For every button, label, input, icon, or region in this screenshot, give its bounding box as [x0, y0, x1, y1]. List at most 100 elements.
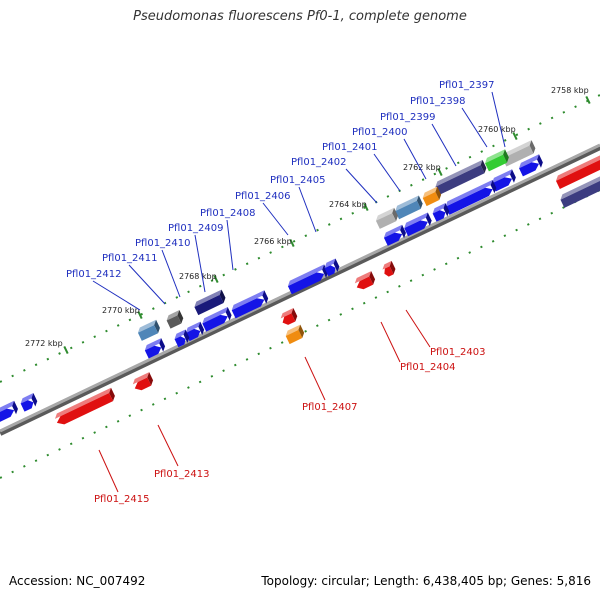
gene-block[interactable] — [136, 319, 161, 341]
gene-block-face — [435, 165, 485, 195]
gene-block-top — [435, 159, 483, 187]
gene-block-top — [144, 338, 162, 351]
gene-label[interactable]: Pfl01_2408 — [200, 208, 256, 219]
gene-block-top — [404, 212, 428, 229]
accession-text: Accession: NC_007492 — [9, 574, 146, 588]
major-tick — [363, 202, 369, 212]
gene-block-face — [56, 393, 114, 425]
leader-line — [298, 186, 317, 233]
gene-block[interactable] — [444, 179, 498, 215]
gene-block[interactable] — [517, 154, 544, 177]
gene-block-top — [285, 324, 301, 336]
gene-block-top — [54, 387, 112, 419]
leader-line — [373, 153, 401, 192]
gene-block-side — [183, 329, 190, 343]
gene-block[interactable] — [434, 159, 488, 195]
gene-block-top — [231, 290, 265, 311]
major-tick — [289, 238, 295, 248]
gene-label[interactable]: Pfl01_2400 — [352, 127, 408, 138]
gene-block-side — [291, 308, 298, 322]
gene-block[interactable] — [284, 324, 306, 345]
gene-label[interactable]: Pfl01_2415 — [94, 494, 150, 505]
gene-block[interactable] — [165, 310, 185, 329]
gene-block-top — [137, 319, 157, 333]
gene-block-top — [422, 186, 438, 198]
leader-line — [461, 107, 488, 148]
gene-block[interactable] — [403, 212, 434, 237]
gene-block-side — [154, 319, 160, 334]
gene-label[interactable]: Pfl01_2404 — [400, 362, 456, 373]
gene-block[interactable] — [279, 308, 299, 327]
gene-block[interactable] — [374, 207, 399, 229]
gene-label[interactable]: Pfl01_2407 — [302, 402, 358, 413]
gene-block-face — [502, 145, 534, 167]
gene-block-face — [166, 315, 182, 329]
leader-line — [405, 309, 431, 348]
gene-block-side — [12, 400, 18, 415]
gene-block[interactable] — [131, 372, 155, 392]
leader-line — [431, 123, 457, 167]
gene-block[interactable] — [230, 290, 270, 319]
gene-block-side — [389, 260, 396, 275]
gene-label[interactable]: Pfl01_2411 — [102, 253, 158, 264]
gene-block-side — [480, 159, 487, 174]
gene-label[interactable]: Pfl01_2398 — [410, 96, 466, 107]
leader-line — [128, 264, 166, 305]
gene-block[interactable] — [184, 321, 206, 342]
gene-block-side — [147, 372, 154, 386]
gene-label[interactable]: Pfl01_2401 — [322, 142, 378, 153]
gene-block[interactable] — [143, 338, 167, 359]
gene-block[interactable] — [286, 264, 330, 295]
gene-block[interactable] — [501, 140, 537, 167]
gene-label[interactable]: Pfl01_2399 — [380, 112, 436, 123]
gene-block-side — [529, 140, 536, 154]
gene-block[interactable] — [490, 169, 517, 192]
gene-block-top — [492, 169, 512, 184]
leader-line — [194, 234, 206, 293]
gene-block-top — [185, 321, 201, 333]
gene-label[interactable]: Pfl01_2406 — [235, 191, 291, 202]
gene-block[interactable] — [201, 307, 234, 332]
gene-block[interactable] — [381, 260, 397, 278]
gene-block[interactable] — [559, 172, 600, 208]
gene-block[interactable] — [0, 400, 20, 422]
gene-block[interactable] — [19, 393, 39, 412]
gene-label[interactable]: Pfl01_2397 — [439, 80, 495, 91]
gene-block[interactable] — [193, 289, 227, 316]
gene-block-face — [375, 213, 397, 229]
leader-line — [157, 424, 179, 467]
gene-block[interactable] — [53, 387, 116, 427]
gene-block-side — [416, 195, 423, 209]
gene-label[interactable]: Pfl01_2410 — [135, 238, 191, 249]
gene-label[interactable]: Pfl01_2409 — [168, 223, 224, 234]
kbp-label: 2760 kbp — [478, 125, 516, 134]
gene-label[interactable]: Pfl01_2402 — [291, 157, 347, 168]
gene-label[interactable]: Pfl01_2412 — [66, 269, 122, 280]
gene-block-side — [298, 324, 305, 339]
gene-label[interactable]: Pfl01_2405 — [270, 175, 326, 186]
gene-block[interactable] — [421, 186, 443, 207]
gene-labels: Pfl01_2397 Pfl01_2398 Pfl01_2399 Pfl01_2400… — [66, 80, 495, 505]
gene-block-face — [560, 178, 600, 208]
page-title: Pseudomonas fluorescens Pf0-1, complete … — [133, 9, 467, 24]
gene-label[interactable]: Pfl01_2403 — [430, 347, 486, 358]
gene-block[interactable] — [382, 224, 407, 246]
leader-line — [98, 449, 119, 493]
gene-block[interactable] — [394, 195, 425, 220]
gene-block-side — [443, 203, 450, 217]
gene-block[interactable] — [431, 203, 451, 222]
genome-summary-text: Topology: circular; Length: 6,438,405 bp… — [261, 574, 591, 588]
gene-block-top — [20, 393, 34, 404]
gene-block[interactable] — [483, 149, 510, 172]
gene-block-side — [369, 271, 376, 285]
kbp-label: 2770 kbp — [102, 306, 140, 315]
kbp-label: 2772 kbp — [25, 339, 63, 348]
gene-block-top — [354, 271, 372, 284]
gene-block[interactable] — [323, 258, 341, 277]
gene-block[interactable] — [173, 329, 191, 348]
leader-line — [403, 138, 427, 180]
leader-line — [380, 321, 401, 363]
gene-block[interactable] — [353, 271, 377, 291]
gene-label[interactable]: Pfl01_2413 — [154, 469, 210, 480]
